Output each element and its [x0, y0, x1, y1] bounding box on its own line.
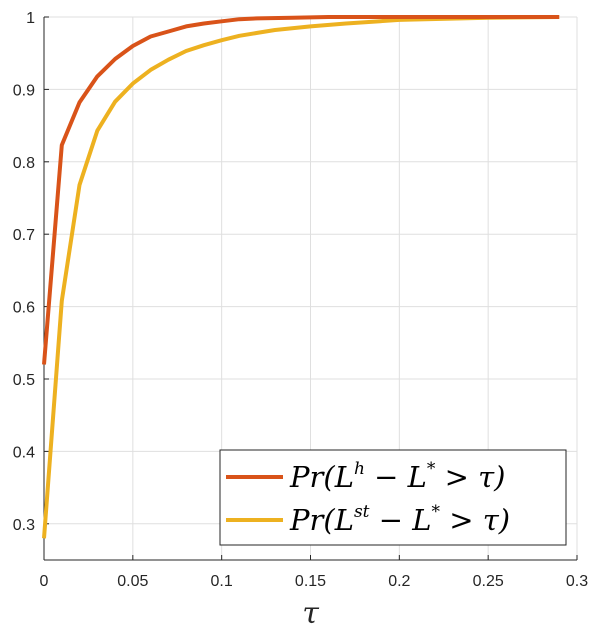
y-tick-label-7: 1 — [26, 10, 35, 27]
series-line-heuristic — [42, 15, 560, 365]
x-tick-label-6: 0.3 — [566, 573, 588, 590]
legend-box — [219, 449, 567, 546]
y-tick-label-6: 0.9 — [13, 82, 35, 99]
x-tick-label-5: 0.25 — [473, 573, 504, 590]
axes — [43, 16, 578, 561]
x-tick-label-4: 0.2 — [388, 573, 410, 590]
x-axis-label: τ — [302, 596, 319, 630]
x-tick-label-0: 0 — [40, 573, 49, 590]
x-tick-label-3: 0.15 — [295, 573, 326, 590]
y-tick-label-4: 0.7 — [13, 227, 35, 244]
legend: Pr(Lh − L* > τ) Pr(Lst − L* > τ) — [219, 449, 567, 546]
x-tick-label-2: 0.1 — [211, 573, 233, 590]
legend-label-heuristic: Pr(Lh − L* > τ) — [289, 459, 506, 494]
tick-labels: 0 0.05 0.1 0.15 0.2 0.25 0.3 0.3 0.4 0.5 0.6 0.7 0.8… — [13, 10, 588, 590]
y-tick-label-3: 0.6 — [13, 300, 35, 317]
x-tick-label-1: 0.05 — [117, 573, 148, 590]
y-tick-label-5: 0.8 — [13, 155, 35, 172]
y-tick-label-2: 0.5 — [13, 372, 35, 389]
series-line-st — [42, 15, 560, 539]
y-tick-label-0: 0.3 — [13, 517, 35, 534]
data-series — [42, 15, 560, 539]
y-tick-label-1: 0.4 — [13, 444, 35, 461]
legend-label-st: Pr(Lst − L* > τ) — [289, 502, 510, 537]
